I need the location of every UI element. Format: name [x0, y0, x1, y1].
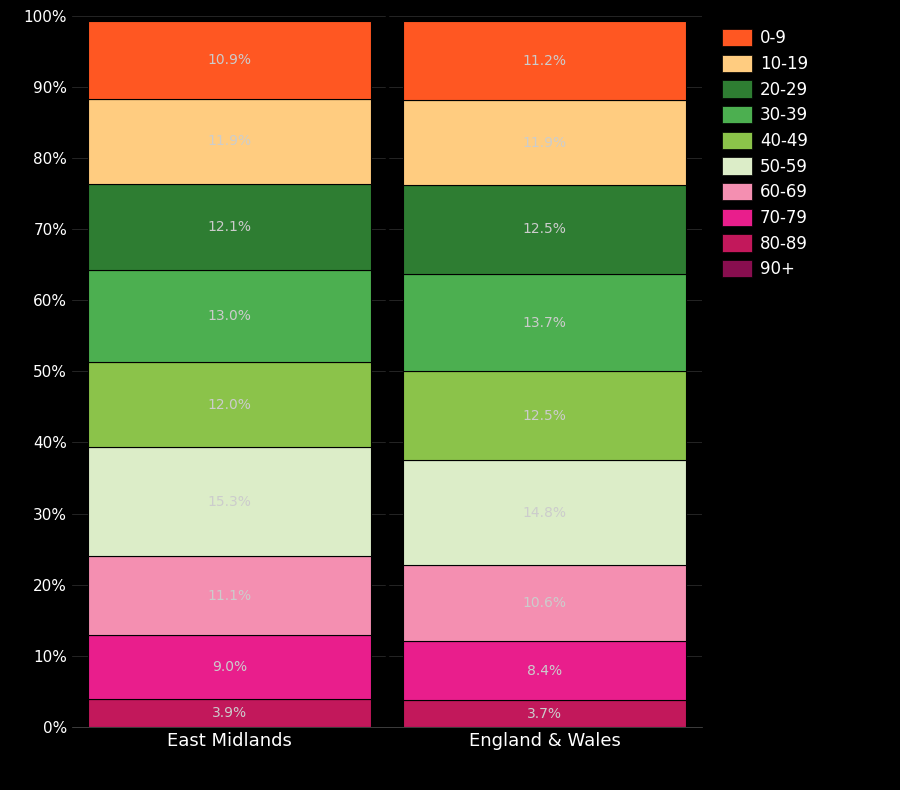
- Bar: [403, 100, 686, 185]
- Bar: [88, 21, 371, 99]
- Bar: [403, 274, 686, 371]
- Text: 10.9%: 10.9%: [208, 53, 251, 67]
- Bar: [403, 641, 686, 701]
- Legend: 0-9, 10-19, 20-29, 30-39, 40-49, 50-59, 60-69, 70-79, 80-89, 90+: 0-9, 10-19, 20-29, 30-39, 40-49, 50-59, …: [716, 24, 813, 284]
- Text: 11.9%: 11.9%: [207, 134, 252, 149]
- Bar: [88, 447, 371, 556]
- Text: 12.1%: 12.1%: [208, 220, 251, 234]
- Bar: [88, 362, 371, 447]
- Bar: [403, 566, 686, 641]
- Text: 11.1%: 11.1%: [207, 589, 252, 603]
- Bar: [88, 635, 371, 699]
- Text: 12.5%: 12.5%: [523, 408, 566, 423]
- Text: 8.4%: 8.4%: [526, 664, 562, 678]
- Text: 3.9%: 3.9%: [212, 706, 248, 720]
- Text: 13.7%: 13.7%: [523, 315, 566, 329]
- Bar: [403, 701, 686, 727]
- Bar: [403, 371, 686, 460]
- Bar: [403, 21, 686, 100]
- Text: 12.0%: 12.0%: [208, 397, 251, 412]
- Text: 10.6%: 10.6%: [523, 596, 566, 610]
- Bar: [88, 699, 371, 727]
- Text: 11.9%: 11.9%: [522, 136, 567, 150]
- Text: 15.3%: 15.3%: [208, 495, 251, 509]
- Text: 13.0%: 13.0%: [208, 309, 251, 323]
- Bar: [88, 183, 371, 269]
- Bar: [88, 269, 371, 362]
- Bar: [403, 460, 686, 566]
- Bar: [403, 185, 686, 274]
- Bar: [88, 556, 371, 635]
- Text: 12.5%: 12.5%: [523, 223, 566, 236]
- Text: 11.2%: 11.2%: [523, 54, 566, 68]
- Text: 9.0%: 9.0%: [212, 660, 248, 674]
- Text: 14.8%: 14.8%: [523, 506, 566, 520]
- Text: 3.7%: 3.7%: [527, 706, 562, 720]
- Bar: [88, 99, 371, 183]
